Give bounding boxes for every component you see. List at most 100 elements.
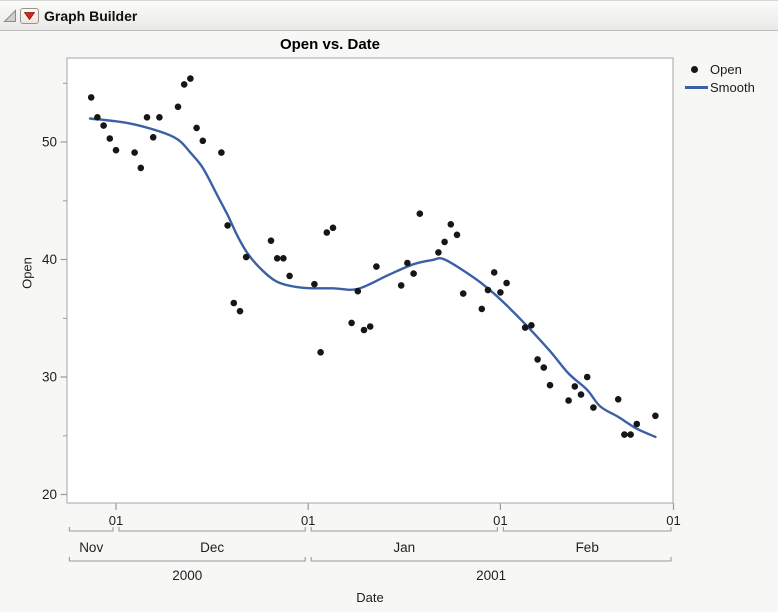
chart-title: Open vs. Date (279, 36, 381, 53)
report-title-bar: Graph Builder (0, 0, 778, 31)
y-tick-label: 50 (42, 135, 57, 150)
data-point[interactable] (453, 231, 461, 239)
data-point[interactable] (404, 259, 411, 267)
month-label: Feb (576, 540, 599, 555)
data-point[interactable] (360, 326, 368, 334)
data-point[interactable] (354, 287, 362, 295)
data-point[interactable] (218, 149, 225, 156)
data-point[interactable] (577, 391, 585, 398)
data-point[interactable] (503, 279, 510, 287)
data-point[interactable] (534, 356, 541, 363)
x-tick-label: 01 (301, 513, 315, 528)
data-point[interactable] (311, 280, 318, 288)
data-point[interactable] (187, 75, 194, 82)
data-point[interactable] (410, 270, 417, 277)
data-point[interactable] (137, 164, 145, 172)
data-point[interactable] (348, 319, 355, 327)
month-bracket (310, 527, 498, 532)
data-point[interactable] (87, 94, 95, 101)
x-axis-label: Date (356, 590, 384, 605)
y-tick-label: 40 (42, 252, 57, 267)
data-point[interactable] (447, 221, 455, 228)
open-dot-marker-icon (685, 66, 710, 73)
data-point[interactable] (373, 263, 380, 270)
smooth-line[interactable] (88, 117, 657, 439)
data-point[interactable] (521, 324, 529, 331)
plot-area (66, 57, 674, 504)
y-axis-label: Open (19, 257, 35, 289)
month-label: Dec (200, 540, 224, 555)
disclosure-triangle-icon[interactable] (2, 8, 18, 24)
data-point[interactable] (366, 323, 374, 330)
data-point[interactable] (131, 149, 138, 156)
year-label: 2001 (476, 568, 506, 583)
data-point[interactable] (571, 383, 579, 390)
month-bracket (118, 527, 306, 532)
data-point[interactable] (273, 254, 281, 262)
data-point[interactable] (94, 114, 101, 121)
data-point[interactable] (614, 396, 622, 403)
x-tick-label: 01 (666, 513, 680, 528)
data-point[interactable] (590, 404, 597, 411)
data-point[interactable] (106, 135, 114, 142)
data-point[interactable] (528, 322, 535, 329)
data-point[interactable] (484, 286, 492, 294)
data-point[interactable] (286, 272, 293, 280)
year-bracket (310, 557, 672, 562)
data-point[interactable] (199, 137, 207, 145)
year-label: 2000 (172, 568, 202, 583)
data-point[interactable] (490, 269, 498, 276)
data-point[interactable] (416, 210, 424, 217)
x-tick-label: 01 (493, 513, 507, 528)
data-point[interactable] (180, 81, 188, 88)
data-point[interactable] (497, 289, 504, 296)
data-point[interactable] (459, 290, 467, 297)
data-point[interactable] (230, 299, 238, 307)
data-point[interactable] (323, 229, 331, 236)
month-bracket (502, 527, 672, 532)
y-tick-label: 20 (42, 487, 57, 502)
data-point[interactable] (435, 249, 442, 256)
data-point[interactable] (621, 431, 628, 438)
data-point[interactable] (224, 222, 231, 229)
data-point[interactable] (242, 253, 250, 261)
smooth-line-marker-icon (685, 86, 710, 89)
data-point[interactable] (112, 146, 120, 154)
data-point[interactable] (583, 373, 591, 381)
data-point[interactable] (565, 397, 572, 404)
data-point[interactable] (540, 364, 548, 371)
red-triangle-menu-button[interactable] (20, 7, 39, 24)
month-label: Jan (393, 540, 415, 555)
data-point[interactable] (149, 134, 157, 141)
data-point[interactable] (329, 224, 337, 232)
month-label: Nov (79, 540, 103, 555)
data-point[interactable] (633, 420, 641, 428)
data-point[interactable] (174, 103, 182, 111)
data-point[interactable] (441, 238, 448, 246)
legend-item-smooth[interactable]: Smooth (685, 80, 755, 95)
data-point[interactable] (280, 254, 287, 262)
data-point[interactable] (156, 114, 163, 121)
legend-label-smooth: Smooth (710, 80, 755, 95)
data-point[interactable] (267, 237, 275, 244)
year-bracket (68, 557, 306, 562)
legend: Open Smooth (685, 62, 755, 95)
data-point[interactable] (193, 124, 200, 132)
chart-canvas: 20 30 40 50 01 01 01 01 Nov Dec Jan Feb 2000 2001 (42, 57, 681, 583)
data-point[interactable] (627, 431, 634, 438)
x-tick-label: 01 (109, 513, 123, 528)
data-point[interactable] (317, 349, 324, 356)
window-title: Graph Builder (44, 7, 138, 24)
data-point[interactable] (546, 381, 554, 389)
month-bracket (68, 527, 114, 532)
legend-label-open: Open (710, 62, 742, 77)
data-point[interactable] (236, 307, 244, 315)
red-triangle-icon (24, 11, 35, 20)
data-point[interactable] (143, 114, 151, 121)
legend-item-open[interactable]: Open (685, 62, 755, 77)
data-point[interactable] (478, 305, 486, 313)
data-point[interactable] (100, 122, 107, 129)
data-point[interactable] (652, 412, 659, 420)
data-point[interactable] (397, 282, 405, 289)
